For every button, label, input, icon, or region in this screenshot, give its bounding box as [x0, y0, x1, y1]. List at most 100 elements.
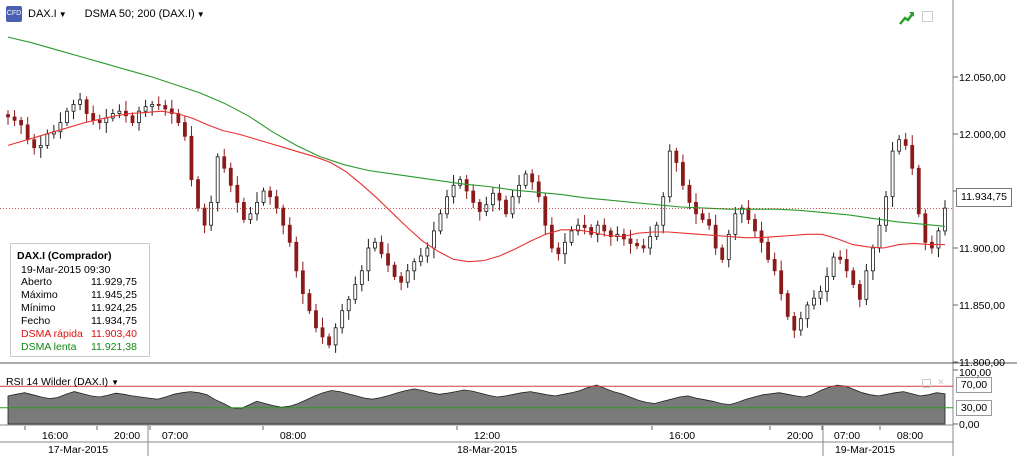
candle-body: [189, 135, 194, 181]
candle-body: [943, 207, 947, 232]
data-window-key: Aberto: [21, 276, 52, 288]
candle-body: [871, 247, 875, 272]
candle-body: [6, 114, 10, 118]
candle-body: [890, 150, 895, 198]
x-tick-label: 08:00: [897, 430, 923, 442]
candle-body: [766, 241, 770, 260]
x-date-label: 17-Mar-2015: [48, 444, 108, 456]
data-window-value: 11.921,38: [91, 341, 137, 353]
candle-body: [857, 284, 862, 300]
trend-up-icon[interactable]: [899, 10, 915, 26]
candle-body: [635, 243, 639, 247]
candle-body: [648, 236, 653, 249]
candle-body: [864, 270, 869, 300]
candle-body: [674, 150, 679, 163]
candle-body: [399, 276, 404, 283]
candle-body: [910, 145, 915, 169]
x-tick-label: 08:00: [280, 430, 306, 442]
candle-body: [504, 199, 508, 215]
candle-body: [897, 139, 902, 152]
candle-body: [838, 256, 843, 260]
candle-body: [608, 230, 613, 238]
candle-body: [831, 256, 836, 277]
data-window-value: 11.929,75: [91, 276, 137, 288]
candle-body: [320, 327, 325, 338]
candle-body: [78, 99, 82, 105]
slow-ma-line: [7, 36, 946, 227]
candle-body: [792, 316, 797, 331]
x-date-label: 18-Mar-2015: [457, 444, 517, 456]
candle-body: [124, 110, 128, 117]
candle-body: [785, 293, 790, 317]
candle-body: [707, 219, 712, 226]
symbol-selector[interactable]: DAX.I ▼: [28, 8, 67, 20]
candle-body: [150, 103, 155, 108]
rsi-area: [7, 384, 946, 425]
candle-body: [720, 247, 725, 260]
candle-body: [851, 270, 856, 285]
candle-body: [654, 224, 659, 238]
candle-body: [477, 202, 482, 212]
candle-body: [471, 190, 476, 203]
candle-body: [235, 184, 240, 203]
chevron-down-icon: ▼: [111, 378, 120, 387]
candle-body: [903, 139, 908, 146]
candle-body: [490, 192, 495, 206]
candle-body: [582, 224, 587, 228]
candle-body: [248, 213, 253, 220]
rsi-label: RSI 14 Wilder (DAX.I): [6, 376, 109, 388]
rsi-tick-label: 100,00: [959, 367, 991, 379]
candle-body: [595, 224, 600, 235]
candle-body: [392, 264, 397, 277]
fast-ma-line: [7, 110, 945, 263]
window-icon[interactable]: [922, 11, 933, 22]
x-date-label: 19-Mar-2015: [835, 444, 895, 456]
candle-body: [753, 219, 757, 232]
rsi-selector[interactable]: RSI 14 Wilder (DAX.I) ▼: [6, 376, 119, 388]
candle-body: [556, 247, 561, 255]
candle-body: [183, 122, 187, 137]
data-window-key: Fecho: [21, 315, 51, 327]
candle-body: [71, 103, 76, 112]
candle-body: [156, 103, 161, 106]
candle-body: [563, 241, 567, 255]
indicator-selector[interactable]: DSMA 50; 200 (DAX.I) ▼: [85, 8, 205, 20]
chevron-down-icon: ▼: [58, 10, 67, 19]
candle-body: [425, 247, 430, 257]
candle-body: [169, 108, 174, 114]
candle-body: [602, 224, 607, 232]
candle-body: [929, 241, 934, 249]
candle-body: [523, 173, 528, 186]
candle-body: [346, 298, 351, 312]
candle-body: [268, 190, 272, 198]
candle-body: [412, 261, 417, 272]
candle-body: [923, 213, 928, 243]
x-tick-label: 12:00: [474, 430, 500, 442]
candle-body: [936, 230, 941, 249]
chevron-down-icon: ▼: [196, 10, 205, 19]
window-icon[interactable]: [922, 379, 931, 388]
candle-body: [25, 124, 30, 141]
candle-body: [353, 284, 358, 300]
candle-body: [287, 224, 292, 243]
candle-body: [497, 192, 502, 201]
candle-body: [327, 336, 331, 346]
candle-body: [825, 276, 829, 292]
candle-body: [746, 207, 751, 220]
data-window-row: Fecho 11.934,75: [11, 315, 149, 328]
candle-body: [418, 255, 423, 263]
x-tick-label: 20:00: [114, 430, 140, 442]
candle-body: [300, 270, 305, 295]
candle-body: [65, 110, 69, 124]
candle-body: [569, 230, 574, 243]
candle-body: [530, 173, 535, 183]
close-icon[interactable]: ✕: [937, 377, 945, 387]
candle-body: [549, 224, 554, 249]
candle-body: [464, 179, 469, 192]
candle-body: [536, 181, 541, 198]
candle-body: [366, 247, 371, 272]
candle-body: [379, 241, 384, 255]
candle-body: [844, 259, 849, 272]
candle-body: [261, 190, 266, 203]
